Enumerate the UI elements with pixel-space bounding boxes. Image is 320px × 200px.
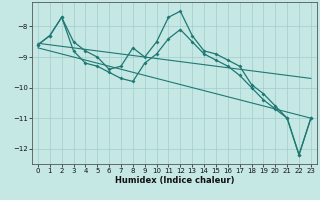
X-axis label: Humidex (Indice chaleur): Humidex (Indice chaleur) [115, 176, 234, 185]
